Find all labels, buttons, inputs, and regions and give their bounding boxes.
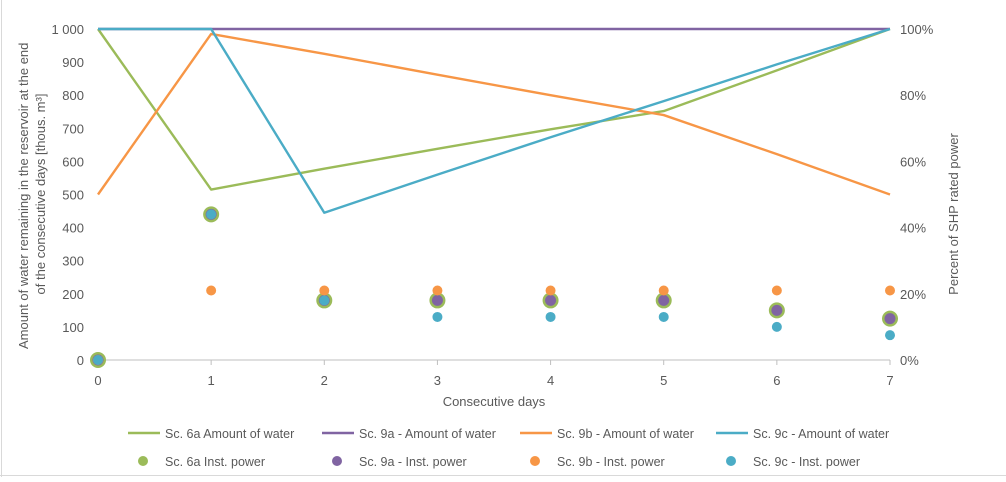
y-left-tick-label: 1 000 bbox=[51, 22, 84, 37]
y-left-tick-label: 0 bbox=[77, 353, 84, 368]
data-point-sc-9b-inst-power bbox=[885, 285, 895, 296]
legend-dot-swatch bbox=[530, 456, 540, 466]
legend-label: Sc. 9a - Inst. power bbox=[359, 455, 467, 469]
x-tick-label: 4 bbox=[547, 373, 554, 388]
x-tick-label: 7 bbox=[886, 373, 893, 388]
data-point-sc-9c-inst-power bbox=[432, 311, 443, 322]
x-tick-label: 5 bbox=[660, 373, 667, 388]
legend-label: Sc. 9a - Amount of water bbox=[359, 427, 496, 441]
series-line-sc-9c-amount-of-water bbox=[98, 27, 891, 214]
y-axis-right-label: Percent of SHP rated power bbox=[946, 133, 961, 295]
axes: 0 1 2 3 4 5 6 7 0 100 200 300 400 500 600 700 800 900 1 00… bbox=[51, 22, 933, 388]
x-tick-label: 0 bbox=[94, 373, 101, 388]
y-right-tick-label: 20% bbox=[900, 287, 926, 302]
y-axis-left-label-line1: Amount of water remaining in the reservo… bbox=[16, 43, 31, 349]
y-right-tick-label: 60% bbox=[900, 154, 926, 169]
legend-label: Sc. 9c - Inst. power bbox=[753, 455, 860, 469]
series-line-sc-6a-amount-of-water bbox=[97, 27, 891, 191]
data-point-sc-9a-inst-power bbox=[431, 294, 443, 306]
y-right-tick-label: 40% bbox=[900, 221, 926, 236]
data-point-sc-9b-inst-power bbox=[771, 285, 782, 296]
y-axis-left-label-line2: of the consecutive days [thous. m³] bbox=[33, 94, 48, 295]
legend-label: Sc. 9b - Inst. power bbox=[557, 455, 665, 469]
x-tick-label: 2 bbox=[321, 373, 328, 388]
data-point-sc-9b-inst-power bbox=[206, 285, 217, 296]
x-tick-label: 1 bbox=[208, 373, 215, 388]
legend-label: Sc. 6a Inst. power bbox=[165, 455, 265, 469]
y-right-tick-label: 100% bbox=[900, 22, 934, 37]
series-line-sc-9b-amount-of-water bbox=[97, 32, 891, 196]
data-point-sc-9c-inst-power bbox=[319, 295, 330, 306]
y-left-tick-label: 900 bbox=[62, 55, 84, 70]
data-point-sc-9c-inst-power bbox=[206, 209, 217, 220]
data-point-sc-9b-inst-power bbox=[545, 285, 556, 296]
y-left-tick-label: 400 bbox=[62, 221, 84, 236]
legend-dot-swatch bbox=[726, 456, 736, 466]
y-left-tick-label: 200 bbox=[62, 287, 84, 302]
legend-label: Sc. 9b - Amount of water bbox=[557, 427, 694, 441]
data-point-sc-9b-inst-power bbox=[319, 285, 330, 296]
data-point-sc-9a-inst-power bbox=[658, 294, 670, 306]
data-point-sc-9c-inst-power bbox=[545, 311, 556, 322]
legend-label: Sc. 6a Amount of water bbox=[165, 427, 294, 441]
data-point-sc-9c-inst-power bbox=[771, 321, 782, 332]
data-point-sc-9b-inst-power bbox=[658, 285, 669, 296]
y-left-tick-label: 100 bbox=[62, 320, 84, 335]
legend-dot-swatch bbox=[332, 456, 342, 466]
legend-label: Sc. 9c - Amount of water bbox=[753, 427, 889, 441]
x-tick-label: 6 bbox=[773, 373, 780, 388]
y-right-tick-label: 80% bbox=[900, 88, 926, 103]
data-point-sc-9c-inst-power bbox=[658, 311, 669, 322]
data-point-sc-9a-inst-power bbox=[884, 313, 896, 325]
x-tick-label: 3 bbox=[434, 373, 441, 388]
series-points bbox=[90, 206, 898, 368]
data-point-sc-9a-inst-power bbox=[771, 304, 783, 316]
x-axis-label: Consecutive days bbox=[443, 394, 546, 409]
legend: Sc. 6a Amount of water Sc. 9a - Amount of… bbox=[128, 427, 889, 469]
y-left-tick-label: 600 bbox=[62, 154, 84, 169]
data-point-sc-9c-inst-power bbox=[885, 330, 895, 341]
y-left-tick-label: 500 bbox=[62, 188, 84, 203]
y-left-tick-label: 300 bbox=[62, 254, 84, 269]
y-left-tick-label: 800 bbox=[62, 88, 84, 103]
data-point-sc-9b-inst-power bbox=[432, 285, 443, 296]
y-axis-left-label: Amount of water remaining in the reservo… bbox=[16, 39, 48, 349]
y-right-tick-label: 0% bbox=[900, 353, 919, 368]
legend-dot-swatch bbox=[138, 456, 148, 466]
data-point-sc-9a-inst-power bbox=[545, 294, 557, 306]
series-lines bbox=[97, 27, 891, 214]
y-left-tick-label: 700 bbox=[62, 121, 84, 136]
data-point-sc-9c-inst-power bbox=[93, 355, 103, 365]
